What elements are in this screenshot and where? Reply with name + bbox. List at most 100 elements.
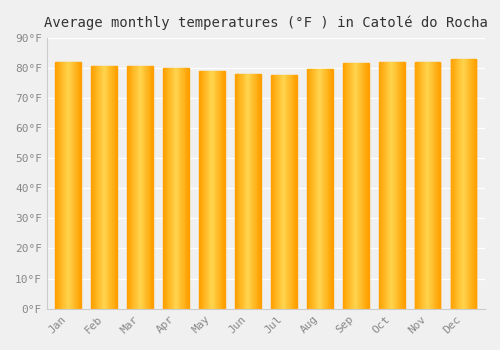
Bar (252, 74, 253, 309)
Bar (416, 62, 417, 309)
Bar (462, 59, 464, 309)
Bar (434, 62, 436, 309)
Bar (388, 62, 389, 309)
Bar (325, 69, 326, 309)
Bar (360, 63, 361, 309)
Bar (113, 66, 114, 309)
Bar (200, 71, 201, 309)
Bar (78, 62, 79, 309)
Bar (259, 74, 260, 309)
Bar (136, 66, 137, 309)
Bar (414, 62, 416, 309)
Bar (237, 74, 238, 309)
Bar (71, 62, 72, 309)
Bar (79, 62, 80, 309)
Bar (131, 66, 132, 309)
Bar (423, 62, 424, 309)
Bar (418, 62, 419, 309)
Bar (398, 62, 400, 309)
Bar (178, 68, 180, 309)
Bar (218, 71, 219, 309)
Bar (346, 63, 347, 309)
Bar (390, 62, 391, 309)
Bar (280, 75, 281, 309)
Bar (317, 69, 318, 309)
Bar (206, 71, 207, 309)
Bar (356, 63, 358, 309)
Bar (243, 74, 244, 309)
Bar (391, 62, 392, 309)
Bar (428, 62, 430, 309)
Bar (76, 62, 77, 309)
Bar (282, 75, 283, 309)
Bar (474, 59, 476, 309)
Bar (310, 69, 311, 309)
Bar (224, 71, 225, 309)
Bar (389, 62, 390, 309)
Title: Average monthly temperatures (°F ) in Catolé do Rocha: Average monthly temperatures (°F ) in Ca… (44, 15, 488, 29)
Bar (403, 62, 404, 309)
Bar (112, 66, 113, 309)
Bar (456, 59, 458, 309)
Bar (278, 75, 280, 309)
Bar (177, 68, 178, 309)
Bar (106, 66, 107, 309)
Bar (322, 69, 323, 309)
Bar (211, 71, 212, 309)
Bar (256, 74, 258, 309)
Bar (361, 63, 362, 309)
Bar (380, 62, 382, 309)
Bar (292, 75, 294, 309)
Bar (295, 75, 296, 309)
Bar (140, 66, 141, 309)
Bar (66, 62, 68, 309)
Bar (460, 59, 461, 309)
Bar (70, 62, 71, 309)
Bar (255, 74, 256, 309)
Bar (204, 71, 205, 309)
Bar (201, 71, 202, 309)
Bar (347, 63, 348, 309)
Bar (464, 59, 465, 309)
Bar (59, 62, 60, 309)
Bar (219, 71, 220, 309)
Bar (205, 71, 206, 309)
Bar (199, 71, 200, 309)
Bar (62, 62, 63, 309)
Bar (184, 68, 185, 309)
Bar (355, 63, 356, 309)
Bar (274, 75, 276, 309)
Bar (150, 66, 152, 309)
Bar (349, 63, 350, 309)
Bar (180, 68, 182, 309)
Bar (148, 66, 149, 309)
Bar (220, 71, 222, 309)
Bar (56, 62, 57, 309)
Bar (419, 62, 420, 309)
Bar (249, 74, 250, 309)
Bar (277, 75, 278, 309)
Bar (350, 63, 352, 309)
Bar (272, 75, 274, 309)
Bar (102, 66, 104, 309)
Bar (134, 66, 135, 309)
Bar (146, 66, 147, 309)
Bar (471, 59, 472, 309)
Bar (294, 75, 295, 309)
Bar (359, 63, 360, 309)
Bar (110, 66, 111, 309)
Bar (366, 63, 367, 309)
Bar (246, 74, 247, 309)
Bar (318, 69, 319, 309)
Bar (77, 62, 78, 309)
Bar (208, 71, 210, 309)
Bar (344, 63, 346, 309)
Bar (454, 59, 455, 309)
Bar (130, 66, 131, 309)
Bar (458, 59, 459, 309)
Bar (64, 62, 65, 309)
Bar (101, 66, 102, 309)
Bar (455, 59, 456, 309)
Bar (250, 74, 252, 309)
Bar (467, 59, 468, 309)
